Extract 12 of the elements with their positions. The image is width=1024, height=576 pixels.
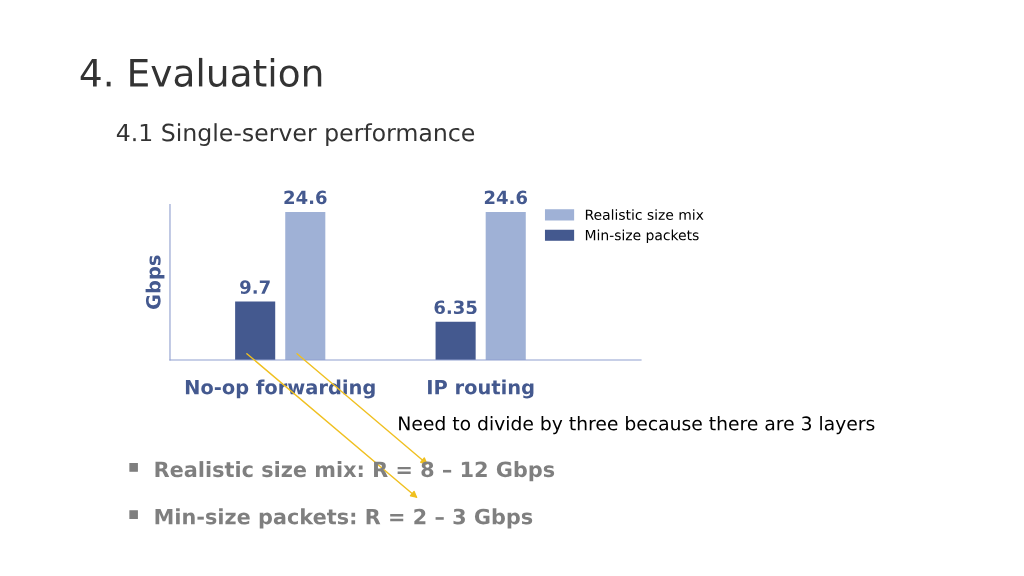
text: Min-size packets: R = 2 – 3 Gbps — [155, 508, 533, 529]
chart-title: 4. Evaluation — [80, 57, 322, 87]
data-label: 9.7 — [240, 280, 270, 294]
text: Need to divide by three because there are 3 layers — [399, 416, 875, 435]
data-label: 24.6 — [284, 190, 327, 205]
chart-subtitle: 4.1 Single-server performance — [116, 123, 475, 147]
x-tick-label: IP routing — [428, 379, 534, 399]
y-axis-title: Gbps — [145, 255, 165, 309]
data-label: 6.35 — [434, 300, 477, 315]
legend-label: Realistic size mix — [585, 209, 704, 220]
data-label: 24.6 — [484, 190, 528, 205]
legend-label: Min-size packets — [585, 229, 699, 244]
